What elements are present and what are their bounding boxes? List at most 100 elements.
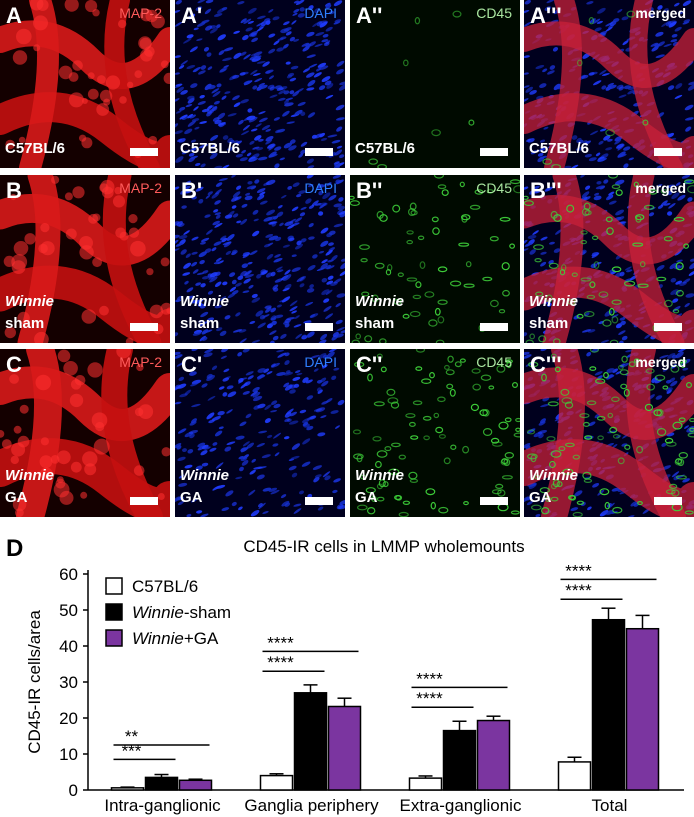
- stain-label: DAPI: [304, 5, 337, 21]
- panel-label: A: [6, 3, 22, 28]
- condition-sublabel: GA: [529, 489, 552, 506]
- micrograph-image: [350, 175, 520, 343]
- significance-label: ****: [267, 653, 294, 672]
- panel-label: A': [181, 3, 203, 28]
- y-tick-label: 30: [59, 673, 78, 692]
- scale-bar: [130, 497, 158, 505]
- legend-label: Winnie-sham: [132, 603, 231, 622]
- legend-swatch: [105, 629, 123, 647]
- stain-label: CD45: [476, 180, 512, 196]
- condition-sublabel: sham: [5, 315, 45, 332]
- panel-label: B'': [356, 178, 383, 203]
- micrograph-panel: A''' merged C57BL/6: [524, 0, 694, 168]
- micrograph-panel: C MAP-2 Winnie GA: [0, 349, 170, 517]
- legend-swatch: [105, 603, 123, 621]
- stain-label: MAP-2: [119, 180, 162, 196]
- condition-label: Winnie: [5, 293, 55, 310]
- significance-label: ****: [416, 669, 443, 688]
- panel-label: B''': [530, 178, 562, 203]
- scale-bar: [305, 497, 333, 505]
- micrograph-image: [350, 0, 520, 168]
- micrograph-image: [0, 0, 170, 168]
- condition-label: Winnie: [355, 293, 405, 310]
- micrograph-grid: A MAP-2 C57BL/6 A' DAPI C57BL/6 A'' CD45 C57BL/6…: [0, 0, 694, 517]
- micrograph-panel: B' DAPI Winnie sham: [175, 175, 345, 343]
- scale-bar: [654, 148, 682, 156]
- stain-label: CD45: [476, 354, 512, 370]
- panel-label: A'': [356, 3, 383, 28]
- micrograph-image: [175, 349, 345, 517]
- x-category-label: Ganglia periphery: [244, 796, 379, 815]
- micrograph-image: [350, 349, 520, 517]
- chart-panel-label: D: [6, 535, 23, 562]
- condition-label: C57BL/6: [355, 140, 416, 157]
- panel-label: C: [6, 352, 22, 377]
- condition-label: Winnie: [529, 293, 579, 310]
- condition-sublabel: sham: [529, 315, 569, 332]
- x-category-label: Extra-ganglionic: [400, 796, 522, 815]
- condition-sublabel: GA: [355, 489, 378, 506]
- condition-sublabel: GA: [180, 489, 203, 506]
- micrograph-panel: B MAP-2 Winnie sham: [0, 175, 170, 343]
- micrograph-image: [175, 175, 345, 343]
- bar: [557, 761, 592, 791]
- panel-label: C'': [356, 352, 383, 377]
- micrograph-panel: A'' CD45 C57BL/6: [350, 0, 520, 168]
- condition-label: C57BL/6: [529, 140, 590, 157]
- condition-label: Winnie: [180, 293, 230, 310]
- stain-label: DAPI: [304, 354, 337, 370]
- bar: [476, 719, 511, 791]
- panel-label: B: [6, 178, 22, 203]
- x-category-label: Total: [592, 796, 628, 815]
- micrograph-panel: C'' CD45 Winnie GA: [350, 349, 520, 517]
- bar: [259, 774, 294, 791]
- bar: [591, 618, 626, 791]
- scale-bar: [654, 497, 682, 505]
- scale-bar: [480, 148, 508, 156]
- significance-label: ****: [416, 689, 443, 708]
- stain-label: CD45: [476, 5, 512, 21]
- scale-bar: [654, 323, 682, 331]
- stain-label: MAP-2: [119, 5, 162, 21]
- micrograph-image: [175, 0, 345, 168]
- micrograph-panel: C' DAPI Winnie GA: [175, 349, 345, 517]
- condition-label: C57BL/6: [180, 140, 241, 157]
- bar: [144, 776, 179, 791]
- scale-bar: [480, 323, 508, 331]
- legend-label: C57BL/6: [132, 577, 198, 596]
- micrograph-image: [524, 0, 694, 168]
- micrograph-panel: C''' merged Winnie GA: [524, 349, 694, 517]
- scale-bar: [130, 148, 158, 156]
- condition-sublabel: sham: [355, 315, 395, 332]
- micrograph-panel: B'' CD45 Winnie sham: [350, 175, 520, 343]
- bar: [110, 787, 145, 791]
- condition-label: Winnie: [355, 467, 405, 484]
- y-tick-label: 0: [69, 781, 78, 800]
- panel-label: B': [181, 178, 203, 203]
- y-tick-label: 20: [59, 709, 78, 728]
- y-axis-label: CD45-IR cells/area: [25, 610, 44, 754]
- significance-label: ****: [565, 581, 592, 600]
- significance-label: ****: [267, 633, 294, 652]
- panel-label: C''': [530, 352, 562, 377]
- bar: [625, 627, 660, 791]
- panel-label: A''': [530, 3, 562, 28]
- significance-label: **: [125, 727, 139, 746]
- stain-label: DAPI: [304, 180, 337, 196]
- bar: [408, 777, 443, 791]
- x-category-label: Intra-ganglionic: [104, 796, 221, 815]
- stain-label: merged: [635, 5, 686, 21]
- y-tick-label: 40: [59, 637, 78, 656]
- scale-bar: [130, 323, 158, 331]
- micrograph-image: [0, 175, 170, 343]
- scale-bar: [305, 323, 333, 331]
- significance-label: ***: [122, 741, 142, 760]
- bar: [442, 729, 477, 791]
- micrograph-image: [0, 349, 170, 517]
- condition-sublabel: GA: [5, 489, 28, 506]
- micrograph-panel: A' DAPI C57BL/6: [175, 0, 345, 168]
- stain-label: merged: [635, 354, 686, 370]
- micrograph-panel: B''' merged Winnie sham: [524, 175, 694, 343]
- scale-bar: [480, 497, 508, 505]
- significance-label: ****: [565, 561, 592, 580]
